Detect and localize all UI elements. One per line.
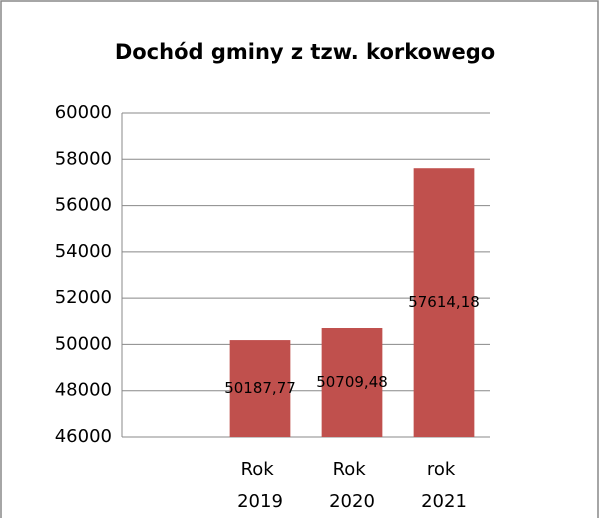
y-tick-label: 46000 xyxy=(55,426,112,447)
x-tick-label: Rok 2020 xyxy=(329,459,375,512)
y-tick-label: 50000 xyxy=(55,333,112,354)
x-tick-label: Rok 2019 xyxy=(237,459,283,512)
y-tick-label: 54000 xyxy=(55,241,112,262)
bar xyxy=(413,168,475,437)
value-label: 57614,18 xyxy=(408,293,480,311)
x-tick-label: rok 2021 xyxy=(421,459,467,512)
bar xyxy=(321,328,383,437)
value-label: 50709,48 xyxy=(316,373,388,391)
y-tick-label: 56000 xyxy=(55,195,112,216)
y-tick-label: 60000 xyxy=(55,102,112,123)
value-label: 50187,77 xyxy=(224,379,296,397)
y-tick-label: 52000 xyxy=(55,287,112,308)
bar xyxy=(229,340,291,437)
chart-title: Dochód gminy z tzw. korkowego xyxy=(115,40,495,64)
y-tick-label: 58000 xyxy=(55,148,112,169)
y-tick-label: 48000 xyxy=(55,380,112,401)
